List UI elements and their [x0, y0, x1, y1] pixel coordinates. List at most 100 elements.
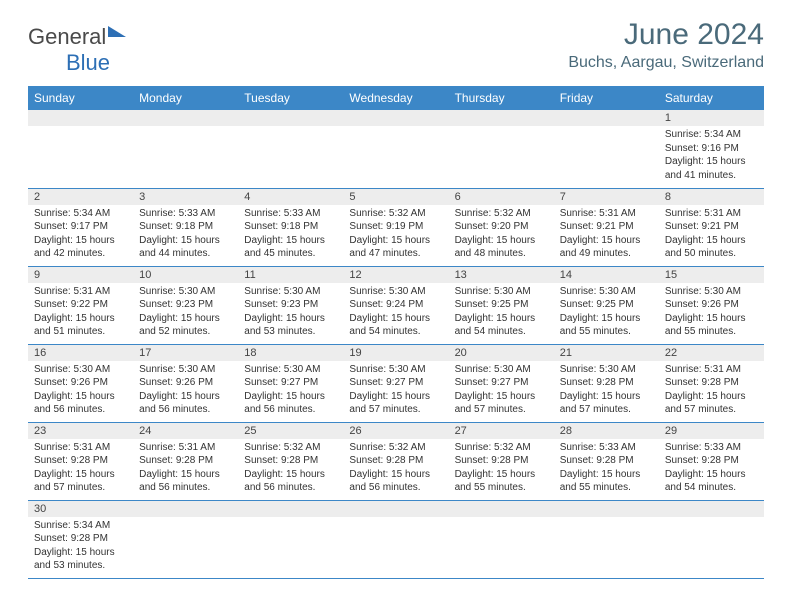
- day-cell: 18Sunrise: 5:30 AMSunset: 9:27 PMDayligh…: [238, 344, 343, 422]
- daylight-line: Daylight: 15 hours and 52 minutes.: [139, 312, 232, 339]
- day-number: 17: [133, 345, 238, 361]
- day-body: Sunrise: 5:30 AMSunset: 9:23 PMDaylight:…: [238, 283, 343, 343]
- day-number: 26: [343, 423, 448, 439]
- day-cell: 13Sunrise: 5:30 AMSunset: 9:25 PMDayligh…: [449, 266, 554, 344]
- day-cell: [343, 500, 448, 578]
- day-cell: [28, 110, 133, 188]
- sunrise-line: Sunrise: 5:32 AM: [244, 441, 337, 455]
- sunset-line: Sunset: 9:16 PM: [665, 142, 758, 156]
- day-number: 9: [28, 267, 133, 283]
- day-body: Sunrise: 5:30 AMSunset: 9:25 PMDaylight:…: [449, 283, 554, 343]
- sunrise-line: Sunrise: 5:31 AM: [139, 441, 232, 455]
- day-cell: [449, 500, 554, 578]
- day-number: 23: [28, 423, 133, 439]
- calendar-body: 1Sunrise: 5:34 AMSunset: 9:16 PMDaylight…: [28, 110, 764, 578]
- day-number: 16: [28, 345, 133, 361]
- day-cell: 17Sunrise: 5:30 AMSunset: 9:26 PMDayligh…: [133, 344, 238, 422]
- day-body: Sunrise: 5:32 AMSunset: 9:20 PMDaylight:…: [449, 205, 554, 265]
- daylight-line: Daylight: 15 hours and 53 minutes.: [244, 312, 337, 339]
- empty-day-number: [28, 110, 133, 126]
- logo-flag-icon: [108, 26, 126, 37]
- day-number: 2: [28, 189, 133, 205]
- sunset-line: Sunset: 9:28 PM: [34, 532, 127, 546]
- sunrise-line: Sunrise: 5:33 AM: [244, 207, 337, 221]
- empty-day-number: [343, 110, 448, 126]
- sunset-line: Sunset: 9:27 PM: [455, 376, 548, 390]
- sunrise-line: Sunrise: 5:30 AM: [455, 285, 548, 299]
- sunrise-line: Sunrise: 5:31 AM: [34, 285, 127, 299]
- day-body: Sunrise: 5:30 AMSunset: 9:25 PMDaylight:…: [554, 283, 659, 343]
- title-block: June 2024 Buchs, Aargau, Switzerland: [568, 18, 764, 72]
- empty-day-number: [238, 501, 343, 517]
- day-number: 25: [238, 423, 343, 439]
- day-body: Sunrise: 5:30 AMSunset: 9:27 PMDaylight:…: [238, 361, 343, 421]
- week-row: 23Sunrise: 5:31 AMSunset: 9:28 PMDayligh…: [28, 422, 764, 500]
- daylight-line: Daylight: 15 hours and 55 minutes.: [560, 312, 653, 339]
- day-cell: 16Sunrise: 5:30 AMSunset: 9:26 PMDayligh…: [28, 344, 133, 422]
- daylight-line: Daylight: 15 hours and 51 minutes.: [34, 312, 127, 339]
- sunrise-line: Sunrise: 5:32 AM: [455, 207, 548, 221]
- logo-text-blue: Blue: [28, 50, 110, 75]
- day-cell: 29Sunrise: 5:33 AMSunset: 9:28 PMDayligh…: [659, 422, 764, 500]
- sunset-line: Sunset: 9:24 PM: [349, 298, 442, 312]
- sunrise-line: Sunrise: 5:30 AM: [455, 363, 548, 377]
- sunset-line: Sunset: 9:28 PM: [560, 454, 653, 468]
- sunset-line: Sunset: 9:18 PM: [139, 220, 232, 234]
- day-body: Sunrise: 5:32 AMSunset: 9:28 PMDaylight:…: [238, 439, 343, 499]
- daylight-line: Daylight: 15 hours and 56 minutes.: [34, 390, 127, 417]
- day-cell: 6Sunrise: 5:32 AMSunset: 9:20 PMDaylight…: [449, 188, 554, 266]
- day-body: Sunrise: 5:34 AMSunset: 9:28 PMDaylight:…: [28, 517, 133, 577]
- header: General Blue June 2024 Buchs, Aargau, Sw…: [28, 18, 764, 76]
- sunrise-line: Sunrise: 5:30 AM: [560, 363, 653, 377]
- sunrise-line: Sunrise: 5:30 AM: [244, 363, 337, 377]
- sunset-line: Sunset: 9:28 PM: [244, 454, 337, 468]
- day-number: 4: [238, 189, 343, 205]
- sunset-line: Sunset: 9:27 PM: [244, 376, 337, 390]
- day-body: Sunrise: 5:34 AMSunset: 9:16 PMDaylight:…: [659, 126, 764, 186]
- sunrise-line: Sunrise: 5:34 AM: [34, 207, 127, 221]
- sunrise-line: Sunrise: 5:32 AM: [349, 441, 442, 455]
- day-body: Sunrise: 5:30 AMSunset: 9:26 PMDaylight:…: [133, 361, 238, 421]
- day-body: Sunrise: 5:32 AMSunset: 9:28 PMDaylight:…: [449, 439, 554, 499]
- empty-day-number: [133, 501, 238, 517]
- daylight-line: Daylight: 15 hours and 55 minutes.: [455, 468, 548, 495]
- daylight-line: Daylight: 15 hours and 45 minutes.: [244, 234, 337, 261]
- day-number: 15: [659, 267, 764, 283]
- sunset-line: Sunset: 9:28 PM: [560, 376, 653, 390]
- day-number: 7: [554, 189, 659, 205]
- sunset-line: Sunset: 9:21 PM: [560, 220, 653, 234]
- sunset-line: Sunset: 9:23 PM: [139, 298, 232, 312]
- daylight-line: Daylight: 15 hours and 42 minutes.: [34, 234, 127, 261]
- week-row: 1Sunrise: 5:34 AMSunset: 9:16 PMDaylight…: [28, 110, 764, 188]
- sunrise-line: Sunrise: 5:30 AM: [139, 363, 232, 377]
- month-title: June 2024: [568, 18, 764, 52]
- day-number: 20: [449, 345, 554, 361]
- empty-day-number: [659, 501, 764, 517]
- sunset-line: Sunset: 9:28 PM: [139, 454, 232, 468]
- sunset-line: Sunset: 9:27 PM: [349, 376, 442, 390]
- day-cell: 9Sunrise: 5:31 AMSunset: 9:22 PMDaylight…: [28, 266, 133, 344]
- week-row: 16Sunrise: 5:30 AMSunset: 9:26 PMDayligh…: [28, 344, 764, 422]
- sunset-line: Sunset: 9:20 PM: [455, 220, 548, 234]
- day-cell: 24Sunrise: 5:31 AMSunset: 9:28 PMDayligh…: [133, 422, 238, 500]
- sunset-line: Sunset: 9:28 PM: [34, 454, 127, 468]
- sunrise-line: Sunrise: 5:30 AM: [244, 285, 337, 299]
- day-body: Sunrise: 5:33 AMSunset: 9:28 PMDaylight:…: [659, 439, 764, 499]
- daylight-line: Daylight: 15 hours and 57 minutes.: [455, 390, 548, 417]
- day-cell: 4 Sunrise: 5:33 AMSunset: 9:18 PMDaylight…: [238, 188, 343, 266]
- day-cell: [554, 110, 659, 188]
- day-body: Sunrise: 5:34 AMSunset: 9:17 PMDaylight:…: [28, 205, 133, 265]
- empty-day-number: [133, 110, 238, 126]
- daylight-line: Daylight: 15 hours and 56 minutes.: [244, 468, 337, 495]
- sunset-line: Sunset: 9:17 PM: [34, 220, 127, 234]
- sunset-line: Sunset: 9:18 PM: [244, 220, 337, 234]
- day-body: Sunrise: 5:31 AMSunset: 9:22 PMDaylight:…: [28, 283, 133, 343]
- sunrise-line: Sunrise: 5:31 AM: [34, 441, 127, 455]
- day-body: Sunrise: 5:30 AMSunset: 9:24 PMDaylight:…: [343, 283, 448, 343]
- sunrise-line: Sunrise: 5:30 AM: [349, 285, 442, 299]
- day-body: Sunrise: 5:32 AMSunset: 9:19 PMDaylight:…: [343, 205, 448, 265]
- day-cell: [238, 110, 343, 188]
- empty-day-number: [554, 110, 659, 126]
- day-cell: 1Sunrise: 5:34 AMSunset: 9:16 PMDaylight…: [659, 110, 764, 188]
- daylight-line: Daylight: 15 hours and 57 minutes.: [560, 390, 653, 417]
